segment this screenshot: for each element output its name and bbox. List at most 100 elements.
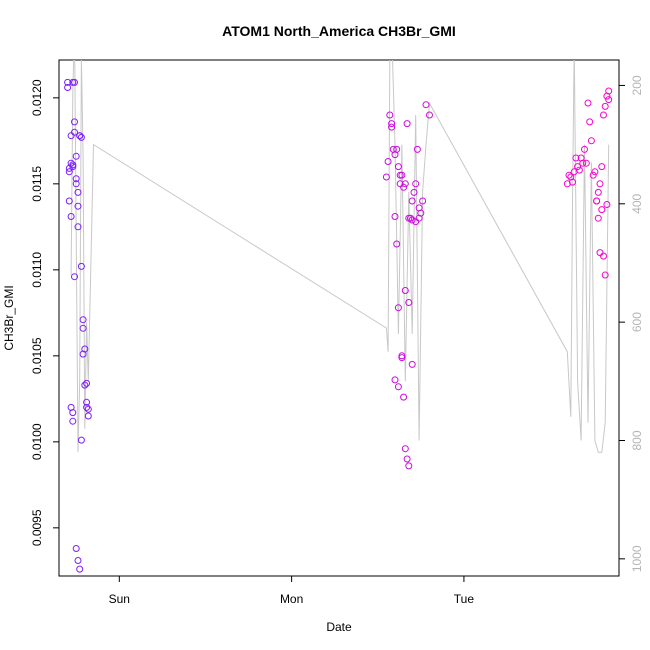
data-point	[598, 163, 606, 171]
altitude-line	[70, 60, 610, 453]
data-point	[77, 436, 85, 444]
data-point	[77, 133, 85, 141]
data-point	[71, 273, 78, 281]
data-point	[388, 120, 396, 128]
x-tick-label: Tue	[454, 592, 475, 606]
data-point	[69, 417, 77, 425]
data-point	[596, 180, 604, 188]
data-point	[65, 168, 73, 176]
data-point	[422, 101, 430, 109]
data-point	[67, 132, 75, 140]
data-point	[582, 159, 590, 167]
y-tick-label: 0.0115	[30, 166, 44, 202]
y-tick-label: 0.0105	[30, 337, 44, 374]
data-point	[398, 354, 406, 362]
data-point	[601, 102, 609, 110]
data-point	[67, 213, 75, 220]
data-point	[393, 145, 401, 153]
data-point	[403, 455, 411, 463]
data-point	[72, 175, 80, 183]
data-point	[403, 120, 411, 128]
data-point	[412, 218, 420, 226]
data-point	[71, 78, 78, 86]
data-point	[565, 171, 573, 179]
data-point	[83, 403, 91, 411]
data-point	[572, 154, 580, 162]
data-point	[74, 188, 82, 196]
data-point	[400, 183, 408, 191]
data-point	[574, 163, 582, 171]
data-point	[83, 379, 91, 387]
data-point	[587, 137, 595, 145]
data-point	[71, 118, 78, 126]
y-axis: 0.0095 0.0100 0.0105 0.0110 0.0115 0.0120	[30, 79, 59, 546]
chart-title: ATOM1 North_America CH3Br_GMI	[222, 23, 456, 39]
data-point	[74, 202, 82, 210]
secondary-y-axis: 200 400 600 800 1000	[619, 75, 644, 572]
data-point	[83, 398, 91, 406]
y-tick-label: 0.0120	[30, 79, 44, 116]
data-point	[394, 163, 402, 171]
data-point	[581, 145, 588, 153]
data-point	[598, 206, 606, 214]
data-point	[415, 204, 423, 212]
data-point	[603, 201, 611, 208]
data-point	[400, 393, 408, 401]
data-point	[401, 445, 409, 453]
data-point	[72, 545, 80, 552]
y-tick-label: 0.0095	[30, 509, 44, 546]
data-point	[76, 565, 84, 573]
y2-tick-label: 600	[630, 312, 644, 332]
y-tick-label: 0.0110	[30, 252, 44, 288]
y2-tick-label: 200	[630, 75, 644, 95]
y2-tick-label: 400	[630, 193, 644, 213]
data-point	[586, 118, 594, 126]
points-layer	[64, 78, 613, 573]
data-point	[569, 178, 576, 186]
data-point	[382, 173, 390, 181]
data-point	[386, 111, 394, 119]
data-point	[605, 96, 613, 104]
data-point	[412, 180, 420, 188]
data-point	[393, 240, 401, 248]
data-point	[79, 324, 87, 332]
altitude-line-layer	[70, 60, 610, 453]
data-point	[426, 111, 433, 119]
y-tick-label: 0.0100	[30, 423, 44, 460]
data-point	[600, 252, 607, 260]
x-tick-label: Sun	[109, 592, 130, 606]
data-point	[72, 180, 80, 188]
data-point	[64, 78, 72, 86]
data-point	[594, 188, 602, 196]
y2-tick-label: 800	[630, 430, 644, 450]
data-point	[67, 159, 75, 167]
data-point	[81, 381, 89, 389]
data-point	[388, 123, 396, 131]
data-point	[601, 271, 609, 279]
data-point	[79, 350, 87, 358]
data-point	[408, 197, 416, 205]
data-point	[584, 99, 592, 107]
data-point	[594, 214, 602, 222]
y-axis-title: CH3Br_GMI	[2, 285, 16, 350]
data-point	[401, 287, 409, 294]
data-point	[74, 557, 82, 564]
data-point	[69, 161, 77, 169]
data-point	[410, 188, 418, 196]
data-point	[384, 158, 392, 165]
data-point	[401, 180, 409, 188]
data-point	[84, 412, 92, 420]
data-point	[65, 197, 73, 205]
data-point	[575, 166, 583, 174]
data-point	[593, 197, 601, 205]
data-point	[408, 360, 416, 368]
data-point	[419, 197, 427, 205]
data-point	[76, 132, 84, 140]
data-point	[579, 159, 587, 167]
x-axis-title: Date	[326, 620, 352, 634]
data-point	[596, 249, 604, 257]
data-point	[64, 84, 72, 91]
x-axis: Sun Mon Tue	[109, 576, 475, 606]
data-point	[394, 304, 402, 312]
